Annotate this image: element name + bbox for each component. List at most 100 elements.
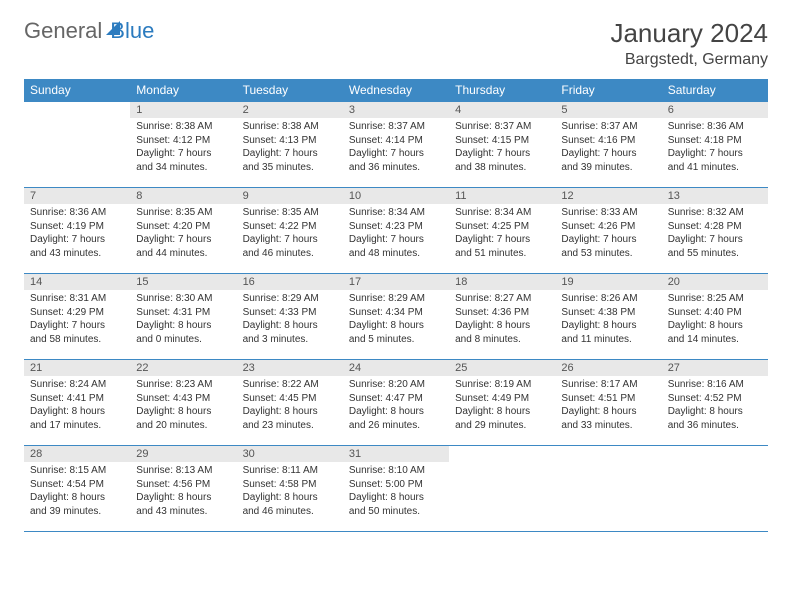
sunrise-text: Sunrise: 8:13 AM	[136, 464, 230, 478]
weekday-header: Sunday	[24, 79, 130, 102]
calendar-cell: 24Sunrise: 8:20 AMSunset: 4:47 PMDayligh…	[343, 360, 449, 446]
sunset-text: Sunset: 4:58 PM	[243, 478, 337, 492]
calendar-cell: 17Sunrise: 8:29 AMSunset: 4:34 PMDayligh…	[343, 274, 449, 360]
day-number: 3	[343, 102, 449, 118]
sunrise-text: Sunrise: 8:35 AM	[243, 206, 337, 220]
day-info: Sunrise: 8:10 AMSunset: 5:00 PMDaylight:…	[343, 462, 449, 520]
sunrise-text: Sunrise: 8:24 AM	[30, 378, 124, 392]
sunrise-text: Sunrise: 8:19 AM	[455, 378, 549, 392]
day-info: Sunrise: 8:36 AMSunset: 4:19 PMDaylight:…	[24, 204, 130, 262]
day-number: 27	[662, 360, 768, 376]
sunrise-text: Sunrise: 8:38 AM	[136, 120, 230, 134]
sunset-text: Sunset: 4:38 PM	[561, 306, 655, 320]
calendar-cell: 11Sunrise: 8:34 AMSunset: 4:25 PMDayligh…	[449, 188, 555, 274]
daylight-text: Daylight: 7 hours and 36 minutes.	[349, 147, 443, 174]
sunrise-text: Sunrise: 8:22 AM	[243, 378, 337, 392]
calendar-cell: 27Sunrise: 8:16 AMSunset: 4:52 PMDayligh…	[662, 360, 768, 446]
calendar-cell: 2Sunrise: 8:38 AMSunset: 4:13 PMDaylight…	[237, 102, 343, 188]
calendar-cell: 15Sunrise: 8:30 AMSunset: 4:31 PMDayligh…	[130, 274, 236, 360]
logo: General Blue	[24, 18, 154, 44]
daylight-text: Daylight: 7 hours and 46 minutes.	[243, 233, 337, 260]
daylight-text: Daylight: 8 hours and 39 minutes.	[30, 491, 124, 518]
weekday-header: Monday	[130, 79, 236, 102]
day-number: 7	[24, 188, 130, 204]
calendar-cell: 6Sunrise: 8:36 AMSunset: 4:18 PMDaylight…	[662, 102, 768, 188]
day-info: Sunrise: 8:20 AMSunset: 4:47 PMDaylight:…	[343, 376, 449, 434]
sunrise-text: Sunrise: 8:29 AM	[349, 292, 443, 306]
day-number: 4	[449, 102, 555, 118]
calendar-cell	[24, 102, 130, 188]
sunset-text: Sunset: 4:34 PM	[349, 306, 443, 320]
sunset-text: Sunset: 4:25 PM	[455, 220, 549, 234]
logo-text-blue: Blue	[110, 18, 154, 44]
day-number	[555, 446, 661, 450]
calendar-week-row: 14Sunrise: 8:31 AMSunset: 4:29 PMDayligh…	[24, 274, 768, 360]
day-number: 6	[662, 102, 768, 118]
sunset-text: Sunset: 4:41 PM	[30, 392, 124, 406]
daylight-text: Daylight: 7 hours and 38 minutes.	[455, 147, 549, 174]
day-info: Sunrise: 8:19 AMSunset: 4:49 PMDaylight:…	[449, 376, 555, 434]
day-info: Sunrise: 8:34 AMSunset: 4:23 PMDaylight:…	[343, 204, 449, 262]
sunset-text: Sunset: 4:19 PM	[30, 220, 124, 234]
calendar-cell: 28Sunrise: 8:15 AMSunset: 4:54 PMDayligh…	[24, 446, 130, 532]
calendar-cell	[662, 446, 768, 532]
sunrise-text: Sunrise: 8:10 AM	[349, 464, 443, 478]
daylight-text: Daylight: 7 hours and 43 minutes.	[30, 233, 124, 260]
day-number: 20	[662, 274, 768, 290]
day-info: Sunrise: 8:29 AMSunset: 4:34 PMDaylight:…	[343, 290, 449, 348]
calendar-cell: 7Sunrise: 8:36 AMSunset: 4:19 PMDaylight…	[24, 188, 130, 274]
calendar-cell: 16Sunrise: 8:29 AMSunset: 4:33 PMDayligh…	[237, 274, 343, 360]
calendar-week-row: 28Sunrise: 8:15 AMSunset: 4:54 PMDayligh…	[24, 446, 768, 532]
weekday-header: Saturday	[662, 79, 768, 102]
calendar-cell: 31Sunrise: 8:10 AMSunset: 5:00 PMDayligh…	[343, 446, 449, 532]
day-info: Sunrise: 8:30 AMSunset: 4:31 PMDaylight:…	[130, 290, 236, 348]
calendar-cell: 13Sunrise: 8:32 AMSunset: 4:28 PMDayligh…	[662, 188, 768, 274]
daylight-text: Daylight: 7 hours and 51 minutes.	[455, 233, 549, 260]
day-number: 12	[555, 188, 661, 204]
calendar-week-row: 21 Sunrise: 8:24 AMSunset: 4:41 PMDayligh…	[24, 360, 768, 446]
daylight-text: Daylight: 7 hours and 35 minutes.	[243, 147, 337, 174]
day-info: Sunrise: 8:27 AMSunset: 4:36 PMDaylight:…	[449, 290, 555, 348]
day-number: 21	[24, 360, 130, 376]
sunrise-text: Sunrise: 8:17 AM	[561, 378, 655, 392]
day-number	[662, 446, 768, 450]
weekday-header-row: Sunday Monday Tuesday Wednesday Thursday…	[24, 79, 768, 102]
day-number: 18	[449, 274, 555, 290]
calendar-cell: 1Sunrise: 8:38 AMSunset: 4:12 PMDaylight…	[130, 102, 236, 188]
daylight-text: Daylight: 7 hours and 55 minutes.	[668, 233, 762, 260]
day-info: Sunrise: 8:22 AMSunset: 4:45 PMDaylight:…	[237, 376, 343, 434]
sunrise-text: Sunrise: 8:33 AM	[561, 206, 655, 220]
sunset-text: Sunset: 4:15 PM	[455, 134, 549, 148]
sunset-text: Sunset: 5:00 PM	[349, 478, 443, 492]
day-info: Sunrise: 8:32 AMSunset: 4:28 PMDaylight:…	[662, 204, 768, 262]
daylight-text: Daylight: 8 hours and 0 minutes.	[136, 319, 230, 346]
day-info: Sunrise: 8:11 AMSunset: 4:58 PMDaylight:…	[237, 462, 343, 520]
day-number: 28	[24, 446, 130, 462]
sunset-text: Sunset: 4:29 PM	[30, 306, 124, 320]
weekday-header: Tuesday	[237, 79, 343, 102]
sunrise-text: Sunrise: 8:37 AM	[561, 120, 655, 134]
sunset-text: Sunset: 4:23 PM	[349, 220, 443, 234]
sunrise-text: Sunrise: 8:26 AM	[561, 292, 655, 306]
day-number: 10	[343, 188, 449, 204]
calendar-cell: 9Sunrise: 8:35 AMSunset: 4:22 PMDaylight…	[237, 188, 343, 274]
sunset-text: Sunset: 4:20 PM	[136, 220, 230, 234]
sunset-text: Sunset: 4:36 PM	[455, 306, 549, 320]
sunset-text: Sunset: 4:52 PM	[668, 392, 762, 406]
day-info: Sunrise: 8:35 AMSunset: 4:20 PMDaylight:…	[130, 204, 236, 262]
day-number: 25	[449, 360, 555, 376]
day-info: Sunrise: 8:31 AMSunset: 4:29 PMDaylight:…	[24, 290, 130, 348]
daylight-text: Daylight: 8 hours and 14 minutes.	[668, 319, 762, 346]
day-number: 24	[343, 360, 449, 376]
day-number: 15	[130, 274, 236, 290]
calendar-cell: 18Sunrise: 8:27 AMSunset: 4:36 PMDayligh…	[449, 274, 555, 360]
day-number: 17	[343, 274, 449, 290]
day-number: 22	[130, 360, 236, 376]
sunset-text: Sunset: 4:28 PM	[668, 220, 762, 234]
sunrise-text: Sunrise: 8:35 AM	[136, 206, 230, 220]
day-info: Sunrise: 8:26 AMSunset: 4:38 PMDaylight:…	[555, 290, 661, 348]
daylight-text: Daylight: 8 hours and 3 minutes.	[243, 319, 337, 346]
day-number: 11	[449, 188, 555, 204]
daylight-text: Daylight: 8 hours and 17 minutes.	[30, 405, 124, 432]
daylight-text: Daylight: 7 hours and 41 minutes.	[668, 147, 762, 174]
